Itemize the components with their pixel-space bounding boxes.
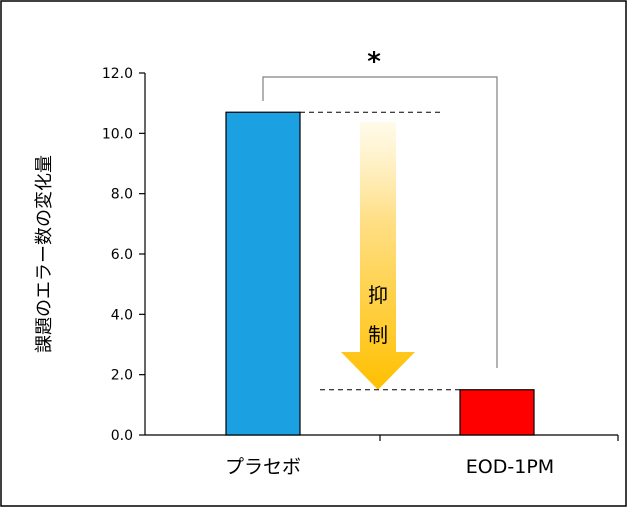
category-label: EOD-1PM (466, 456, 554, 478)
y-tick-label: 4.0 (111, 307, 133, 323)
y-ticks: 0.0 2.0 4.0 6.0 8.0 10.0 12.0 (102, 66, 145, 444)
bars (225, 111, 535, 436)
y-tick-label: 8.0 (111, 187, 133, 203)
y-tick-label: 0.0 (111, 428, 133, 444)
y-tick-label: 12.0 (102, 66, 133, 82)
category-label: プラセボ (225, 456, 301, 478)
y-tick-label: 2.0 (111, 368, 133, 384)
y-axis-label: 課題のエラー数の変化量 (34, 155, 55, 353)
category-labels: プラセボ EOD-1PM (225, 456, 554, 478)
x-ticks (379, 435, 619, 441)
significance-bracket (262, 76, 498, 368)
reduction-arrow (341, 122, 415, 390)
bar (225, 111, 301, 436)
arrow-label-char-2: 制 (368, 323, 388, 347)
significance-marker: * (367, 47, 381, 77)
y-tick-label: 10.0 (102, 126, 133, 142)
arrow-label-char-1: 抑 (368, 283, 388, 307)
bar (459, 389, 535, 436)
y-tick-label: 6.0 (111, 247, 133, 263)
